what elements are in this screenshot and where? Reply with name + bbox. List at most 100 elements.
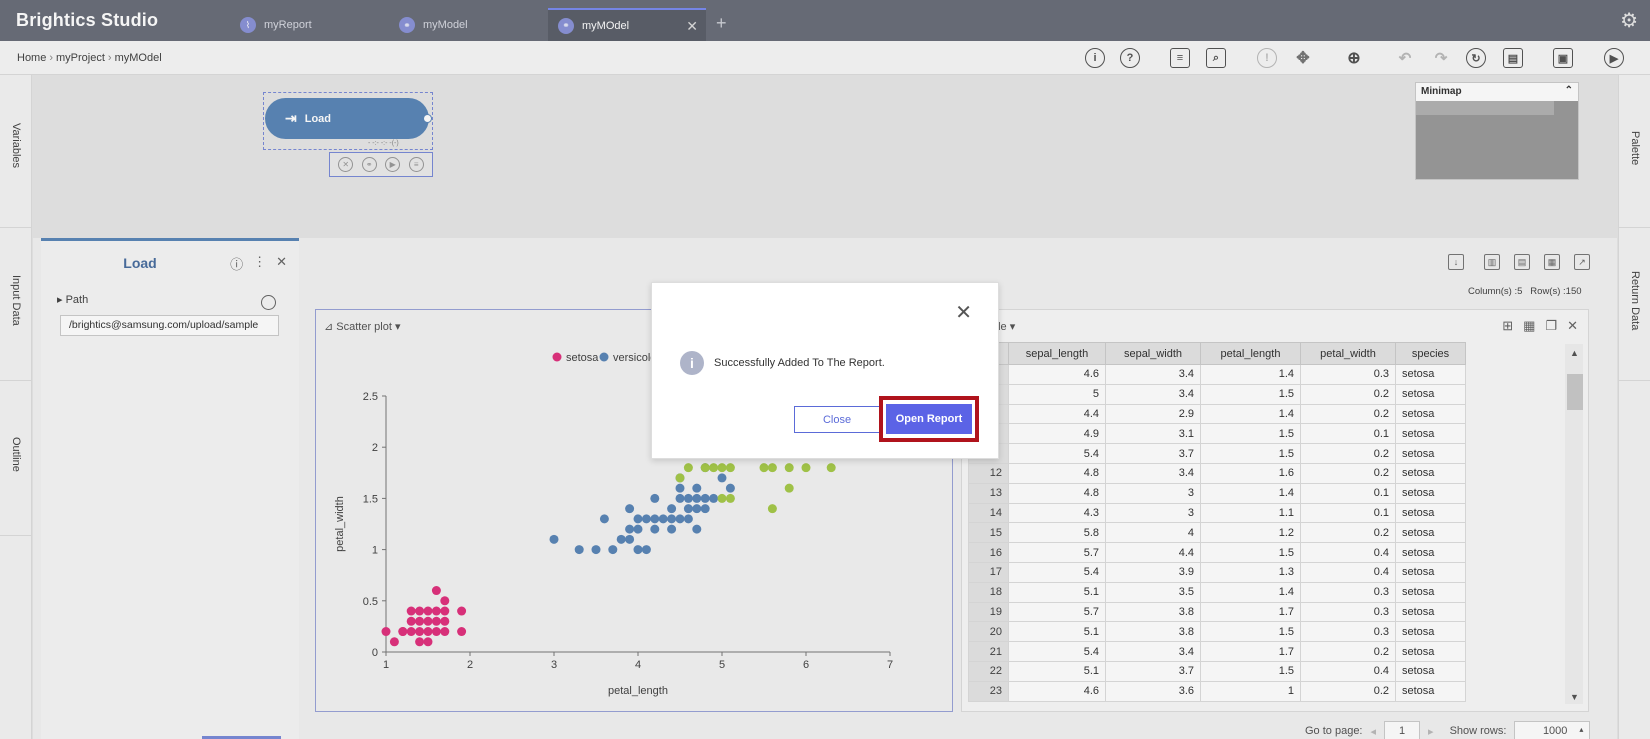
minimap-viewport[interactable] bbox=[1416, 101, 1554, 115]
table-row[interactable]: 4.9 3.1 1.5 0.1 setosa bbox=[968, 423, 1466, 445]
close-icon[interactable]: ✕ bbox=[276, 254, 287, 269]
minimap[interactable]: Minimap ⌃ bbox=[1415, 82, 1579, 180]
next-page-icon[interactable]: ▸ bbox=[1428, 725, 1434, 738]
scroll-thumb[interactable] bbox=[1567, 374, 1583, 410]
page-input[interactable]: 1 bbox=[1384, 721, 1421, 739]
data-point-versicolor bbox=[700, 504, 710, 514]
close-button[interactable]: Close bbox=[794, 406, 880, 433]
data-point-setosa bbox=[457, 606, 467, 616]
chevron-up-icon[interactable]: ⌃ bbox=[1564, 85, 1573, 96]
zoom-icon[interactable]: ⊕ bbox=[1347, 50, 1361, 67]
table-row[interactable]: 12 4.8 3.4 1.6 0.2 setosa bbox=[968, 462, 1466, 484]
load-node[interactable]: ⇥ Load bbox=[265, 98, 429, 139]
data-point-versicolor bbox=[625, 504, 635, 514]
table-cell: setosa bbox=[1395, 680, 1466, 702]
grid-icon[interactable]: ▦ bbox=[1544, 254, 1560, 270]
doc-icon[interactable]: ≡ bbox=[408, 157, 424, 172]
data-point-virginica bbox=[767, 504, 777, 514]
table-row[interactable]: 16 5.7 4.4 1.5 0.4 setosa bbox=[968, 542, 1466, 563]
data-point-setosa bbox=[389, 637, 399, 647]
tab-mymodel[interactable]: ⚭ myModel bbox=[389, 9, 547, 41]
gear-icon[interactable]: ⚙ bbox=[1620, 10, 1638, 32]
copy-icon[interactable]: ❐ bbox=[1545, 318, 1558, 333]
clipboard-icon[interactable]: ▤ bbox=[1503, 48, 1523, 68]
table-settings-icon[interactable]: ▦ bbox=[1523, 318, 1536, 333]
column-header[interactable]: petal_width bbox=[1300, 342, 1396, 365]
chart-type-selector[interactable]: ⊿ Scatter plot ▾ bbox=[324, 320, 401, 333]
tab-label: myMOdel bbox=[582, 19, 630, 32]
x-tick-label: 4 bbox=[635, 659, 641, 671]
prev-page-icon[interactable]: ◂ bbox=[1370, 725, 1377, 738]
info-icon: i bbox=[680, 351, 704, 375]
data-point-setosa bbox=[381, 627, 391, 637]
close-icon[interactable]: ✕ bbox=[1567, 318, 1578, 333]
table-cell: setosa bbox=[1395, 581, 1466, 603]
output-port[interactable] bbox=[423, 114, 432, 123]
y-tick-label: 2 bbox=[372, 442, 378, 454]
tab-myreport[interactable]: ⌇ myReport bbox=[230, 9, 388, 41]
table-row[interactable]: 18 5.1 3.5 1.4 0.3 setosa bbox=[968, 581, 1466, 603]
data-point-setosa bbox=[406, 616, 416, 626]
split-vertical-icon[interactable]: ▥ bbox=[1484, 254, 1500, 270]
close-icon[interactable]: ✕ bbox=[686, 18, 698, 34]
data-point-versicolor bbox=[709, 493, 719, 503]
help-icon[interactable]: ⓘ bbox=[230, 257, 244, 272]
minimap-header: Minimap ⌃ bbox=[1416, 83, 1578, 101]
table-cell: 1.1 bbox=[1200, 502, 1301, 524]
undo-icon[interactable]: ↶ bbox=[1398, 50, 1412, 67]
table-row[interactable]: 13 4.8 3 1.4 0.1 setosa bbox=[968, 482, 1466, 504]
scroll-down-icon[interactable]: ▼ bbox=[1570, 692, 1579, 702]
table-row[interactable]: 23 4.6 3.6 1 0.2 setosa bbox=[968, 680, 1466, 702]
table-scrollbar[interactable]: ▲ ▼ bbox=[1565, 344, 1583, 704]
table-row[interactable]: 15 5.8 4 1.2 0.2 setosa bbox=[968, 522, 1466, 544]
table-row[interactable]: 22 5.1 3.7 1.5 0.4 setosa bbox=[968, 660, 1466, 682]
refresh-icon[interactable]: ↻ bbox=[1466, 48, 1486, 68]
rows-select[interactable]: 1000 ▴ bbox=[1514, 721, 1591, 739]
delete-icon[interactable]: ✕ bbox=[338, 157, 354, 172]
popout-icon[interactable]: ↗ bbox=[1574, 254, 1590, 270]
column-header[interactable]: petal_length bbox=[1200, 342, 1301, 365]
path-label[interactable]: ▸ Path bbox=[57, 294, 89, 306]
data-point-setosa bbox=[423, 637, 433, 647]
table-cell: 4.8 bbox=[1008, 482, 1106, 504]
breadcrumb-home[interactable]: Home bbox=[17, 52, 47, 64]
export-icon[interactable]: ▣ bbox=[1553, 48, 1573, 68]
scroll-up-icon[interactable]: ▲ bbox=[1570, 348, 1579, 358]
data-point-versicolor bbox=[625, 524, 635, 534]
data-point-virginica bbox=[717, 493, 727, 503]
table-row[interactable]: 5 3.4 1.5 0.2 setosa bbox=[968, 383, 1466, 405]
data-point-versicolor bbox=[725, 483, 735, 493]
search-doc-icon[interactable]: ⌕ bbox=[1206, 48, 1226, 68]
globe-icon[interactable] bbox=[261, 295, 276, 310]
validate-icon[interactable]: ! bbox=[1257, 48, 1277, 68]
move-icon[interactable]: ✥ bbox=[1296, 50, 1310, 67]
split-horizontal-icon[interactable]: ▤ bbox=[1514, 254, 1530, 270]
breadcrumb-model[interactable]: myMOdel bbox=[114, 52, 162, 64]
redo-icon[interactable]: ↷ bbox=[1434, 50, 1448, 67]
open-report-button[interactable]: Open Report bbox=[886, 404, 972, 434]
goto-label: Go to page: bbox=[1305, 725, 1363, 737]
play-icon[interactable]: ▶ bbox=[385, 157, 401, 172]
data-info: Column(s) :5 Row(s) :150 bbox=[1468, 286, 1582, 297]
add-report-icon[interactable]: ⊞ bbox=[1502, 318, 1514, 333]
path-input[interactable]: /brightics@samsung.com/upload/sample bbox=[60, 315, 279, 336]
chart-icon: ⌇ bbox=[240, 17, 256, 33]
more-icon[interactable]: ⋮ bbox=[253, 254, 267, 269]
table-cell: 4.8 bbox=[1008, 462, 1106, 484]
data-point-setosa bbox=[415, 627, 425, 637]
table-row[interactable]: 17 5.4 3.9 1.3 0.4 setosa bbox=[968, 561, 1466, 583]
table-row[interactable]: 19 5.7 3.8 1.7 0.3 setosa bbox=[968, 601, 1466, 623]
breadcrumb-project[interactable]: myProject bbox=[56, 52, 105, 64]
download-icon[interactable]: ↓ bbox=[1448, 254, 1464, 270]
run-icon[interactable]: ▶ bbox=[1604, 48, 1624, 68]
link-icon[interactable]: ⚭ bbox=[361, 157, 377, 172]
add-tab-button[interactable]: + bbox=[716, 13, 727, 33]
table-row[interactable]: 14 4.3 3 1.1 0.1 setosa bbox=[968, 502, 1466, 524]
info-icon[interactable]: i bbox=[1085, 48, 1105, 68]
column-header[interactable]: sepal_length bbox=[1008, 342, 1106, 365]
checklist-icon[interactable]: ≡ bbox=[1170, 48, 1190, 68]
close-icon[interactable]: ✕ bbox=[955, 302, 972, 324]
tab-mymodel-active[interactable]: ⚭ myMOdel ✕ bbox=[548, 8, 706, 41]
help-icon[interactable]: ? bbox=[1120, 48, 1140, 68]
column-header[interactable]: species bbox=[1395, 342, 1466, 365]
